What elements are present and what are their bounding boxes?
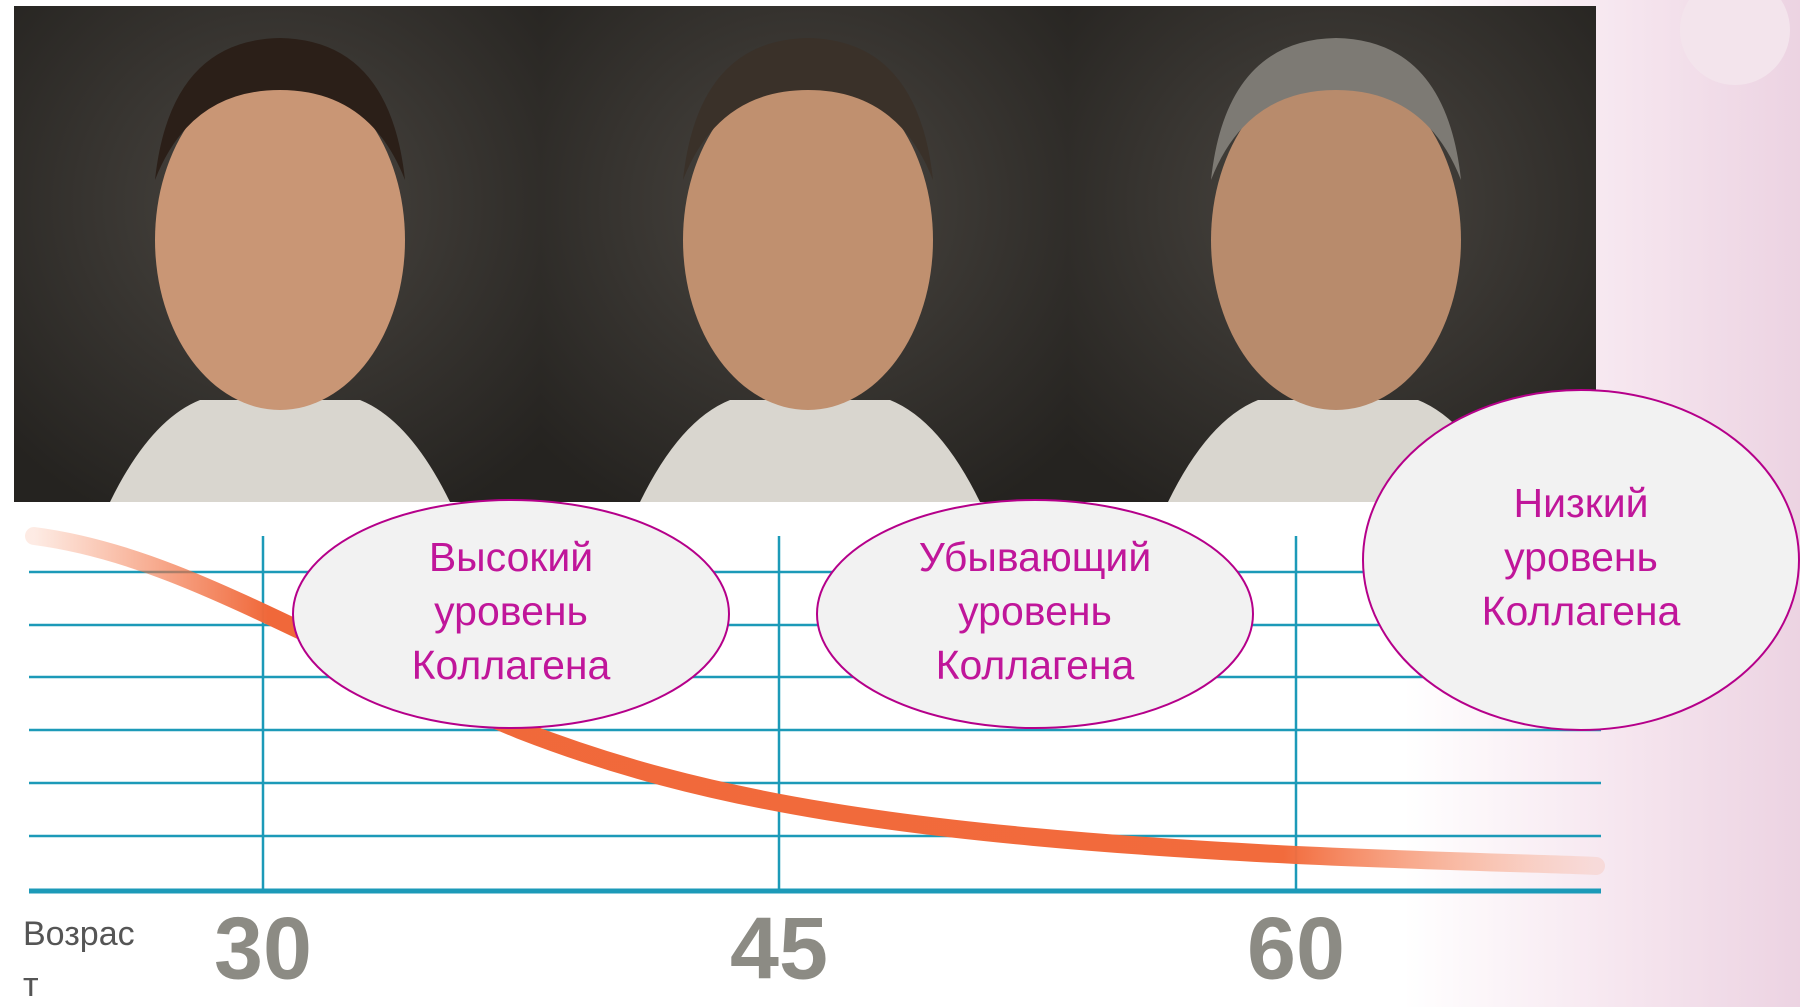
bubble-text: Коллагена	[936, 642, 1135, 688]
axis-label: т	[23, 966, 39, 1004]
bubble-text: Коллагена	[412, 642, 611, 688]
age-tick: 30	[214, 898, 312, 997]
axis-label: Возрас	[23, 915, 135, 953]
bubble-text: уровень	[434, 588, 588, 634]
bubble-text: уровень	[1504, 534, 1658, 580]
age-tick: 60	[1247, 898, 1345, 997]
photos	[14, 6, 1596, 502]
page: Высокий уровень Коллагена Убывающий уровень К…	[0, 0, 1800, 1007]
bubble-text: Убывающий	[919, 534, 1152, 580]
bubble-text: Коллагена	[1482, 588, 1681, 634]
bubble-text: уровень	[958, 588, 1112, 634]
bubble-text: Высокий	[429, 534, 593, 580]
bubble-text: Низкий	[1513, 480, 1648, 526]
age-tick: 45	[730, 898, 828, 997]
slide: Высокий уровень Коллагена Убывающий уровень К…	[0, 0, 1800, 1007]
